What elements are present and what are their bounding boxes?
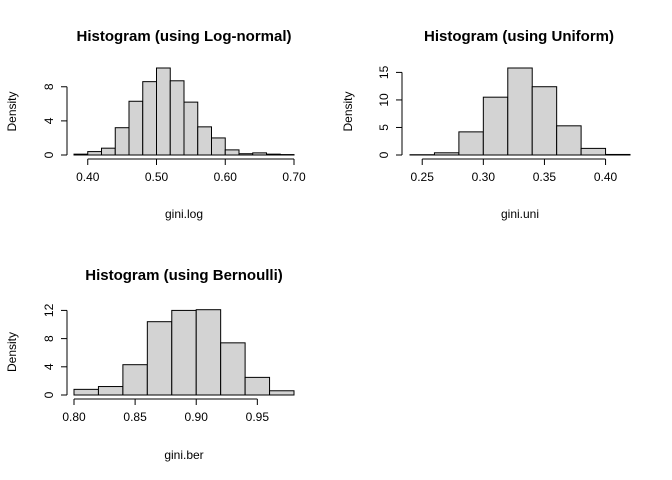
panel-bernoulli: Histogram (using Bernoulli) 0.80 0.85 0.90 0…	[5, 267, 295, 462]
y-tick-label: 8	[42, 83, 56, 90]
x-tick-label: 0.60	[214, 170, 238, 184]
x-tick-label: 0.25	[411, 170, 435, 184]
y-axis-label: Density	[5, 332, 19, 372]
histogram-bar	[171, 309, 197, 396]
histogram-bar	[197, 126, 212, 156]
histogram-bar	[114, 127, 130, 156]
x-tick-label: 0.40	[594, 170, 618, 184]
panel-uniform: Histogram (using Uniform) 0.25 0.30 0.35 0.4…	[341, 28, 631, 221]
histogram-bar	[224, 149, 240, 156]
histogram-bar	[146, 321, 173, 396]
histogram-bar	[122, 364, 148, 396]
x-axis-label: gini.log	[165, 207, 203, 221]
histogram-bar	[556, 125, 582, 156]
histogram-bar	[183, 101, 199, 156]
y-tick-label: 15	[377, 65, 391, 79]
histogram-bar	[142, 81, 157, 156]
histogram-bar	[101, 147, 116, 156]
y-tick-label: 8	[42, 335, 56, 342]
histogram-bar	[211, 137, 226, 156]
x-tick-label: 0.95	[246, 410, 270, 424]
x-tick-label: 0.85	[123, 410, 147, 424]
chart-title: Histogram (using Uniform)	[424, 28, 614, 45]
histogram-bar	[458, 131, 484, 156]
x-tick-label: 0.35	[533, 170, 557, 184]
histogram-bar	[156, 67, 171, 156]
x-tick-label: 0.70	[282, 170, 306, 184]
y-tick-label: 4	[42, 363, 56, 370]
chart-title: Histogram (using Log-normal)	[77, 28, 292, 45]
histogram-bar	[73, 388, 99, 396]
x-axis-label: gini.ber	[164, 448, 203, 462]
y-axis-label: Density	[5, 91, 19, 131]
histogram-bar	[169, 80, 185, 156]
panel-log-normal: Histogram (using Log-normal) 0.40 0.50 0.60…	[5, 28, 306, 221]
x-tick-label: 0.50	[145, 170, 169, 184]
x-tick-label: 0.30	[472, 170, 496, 184]
y-tick-label: 10	[377, 93, 391, 107]
chart-title: Histogram (using Bernoulli)	[85, 267, 283, 284]
x-tick-label: 0.40	[76, 170, 100, 184]
histogram-bar	[195, 309, 222, 396]
histogram-bar	[87, 151, 102, 156]
y-axis-label: Density	[341, 91, 355, 131]
y-tick-label: 12	[42, 303, 56, 317]
x-tick-label: 0.90	[185, 410, 209, 424]
histogram-bar	[128, 100, 144, 156]
y-tick-label: 5	[377, 124, 391, 131]
histogram-bar	[220, 342, 246, 396]
x-axis-label: gini.uni	[501, 207, 539, 221]
x-tick-label: 0.80	[62, 410, 86, 424]
histogram-bar	[97, 386, 124, 396]
histogram-bar	[580, 147, 607, 156]
histogram-bar	[482, 96, 509, 156]
histogram-bar	[269, 390, 295, 396]
y-tick-label: 0	[42, 391, 56, 398]
y-tick-label: 0	[42, 151, 56, 158]
histogram-bar	[244, 376, 271, 396]
histogram-bar	[507, 67, 533, 156]
y-tick-label: 4	[42, 117, 56, 124]
y-tick-label: 0	[377, 151, 391, 158]
histogram-bar	[531, 86, 558, 156]
